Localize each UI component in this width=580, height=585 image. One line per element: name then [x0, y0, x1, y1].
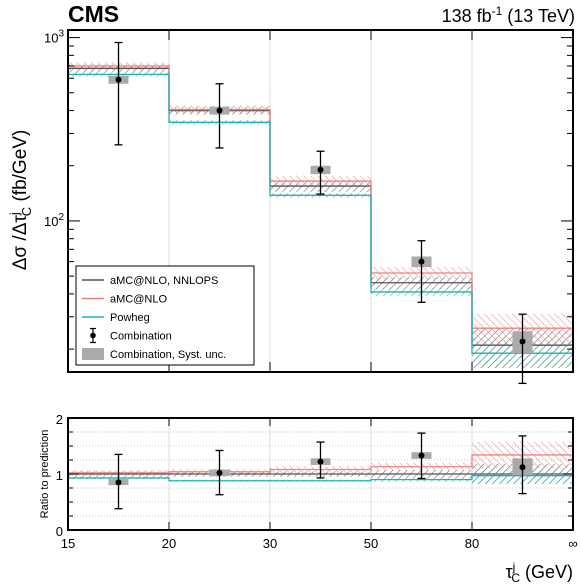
ratio-y-tick-label: 2: [56, 412, 63, 427]
ratio-data-point: [519, 464, 526, 471]
legend-box-swatch: [82, 348, 104, 360]
x-axis-label: τj C (GeV): [506, 560, 573, 585]
legend-label: Combination, Syst. unc.: [110, 349, 226, 361]
legend-label: Combination: [110, 331, 172, 343]
ratio-y-ticks: 0 1 2: [56, 412, 573, 539]
legend-marker: [90, 332, 96, 339]
legend-label: Powheg: [110, 312, 150, 324]
x-tick-label: 50: [364, 536, 378, 551]
x-tick-label: 15: [61, 536, 75, 551]
main-panel: 102 103: [44, 29, 574, 385]
data-point: [418, 258, 425, 265]
data-point: [519, 338, 526, 345]
legend-label: aMC@NLO, NNLOPS: [110, 275, 218, 287]
main-x-ticks: [67, 30, 574, 372]
x-tick-label: 30: [263, 536, 277, 551]
experiment-label: CMS: [68, 1, 119, 27]
ratio-data-point: [418, 452, 425, 459]
x-tick-label: 80: [465, 536, 479, 551]
ratio-combination-data: [108, 432, 533, 510]
prediction-line: [68, 73, 573, 354]
ratio-x-ticks: 15 20 30 50 80 ∞: [61, 418, 578, 551]
ratio-data-point: [115, 479, 122, 486]
luminosity-label: 138 fb-1 (13 TeV): [442, 4, 575, 26]
legend: aMC@NLO, NNLOPS aMC@NLO Powheg Combination C…: [75, 265, 255, 366]
main-y-axis-label: Δσ /ΔτjC (fb/GeV): [7, 130, 34, 271]
main-frame: [67, 29, 574, 373]
main-y-ticks: 102 103: [44, 29, 573, 350]
ratio-y-tick-label: 1: [56, 468, 63, 483]
legend-frame: [75, 265, 255, 366]
ratio-panel: 0 1 2 15 20 30 50 80 ∞: [56, 412, 578, 551]
x-tick-label: ∞: [568, 536, 577, 551]
main-y-tick-label: 102: [44, 212, 64, 229]
data-point: [115, 76, 122, 83]
ratio-y-axis-label: Ratio to prediction: [39, 430, 51, 519]
x-tick-label: 20: [162, 536, 176, 551]
ratio-data-point: [216, 469, 223, 476]
data-point: [216, 107, 223, 114]
data-point: [317, 166, 324, 173]
combination-data: [108, 41, 533, 385]
main-y-tick-label: 103: [44, 29, 64, 46]
legend-label: aMC@NLO: [110, 294, 167, 306]
ratio-prediction-line: [68, 475, 573, 482]
ratio-data-point: [317, 458, 324, 465]
ratio-y-tick-label: 0: [56, 524, 63, 539]
